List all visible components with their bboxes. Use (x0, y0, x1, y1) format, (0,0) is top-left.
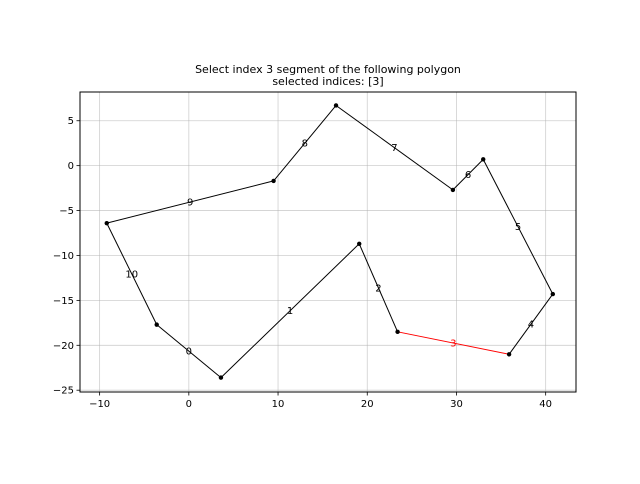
segment-label-0: 0 (186, 347, 192, 358)
polygon-segment-5 (482, 159, 554, 295)
y-tick-label: −10 (53, 251, 74, 262)
polygon-segment-7 (335, 105, 454, 191)
chart-subtitle: selected indices: [3] (272, 75, 383, 88)
polygon-segment-10 (106, 222, 158, 325)
plot-area-frame (79, 91, 577, 393)
segment-label-10: 10 (125, 269, 138, 280)
segment-label-8: 8 (302, 139, 308, 150)
axis-ticks: −10 0 10 20 30 40−25−20−15−10−505 (53, 116, 552, 410)
segment-label-4: 4 (528, 320, 534, 331)
chart-title: Select index 3 segment of the following … (195, 63, 461, 76)
grid-lines (80, 92, 576, 392)
polygon-vertex-0 (154, 322, 159, 327)
polygon-vertex-2 (357, 241, 362, 246)
polygon-segment-1 (220, 243, 360, 378)
polygon-vertex-7 (450, 187, 456, 193)
y-tick-label: −15 (53, 296, 74, 307)
polygon-segment-4 (508, 293, 554, 355)
x-tick-label: 20 (361, 399, 374, 410)
y-tick-label: −25 (53, 386, 74, 397)
segment-label-6: 6 (465, 170, 471, 181)
segment-label-7: 7 (391, 143, 397, 154)
polygon-vertex-1 (218, 375, 224, 380)
x-tick-label: 40 (539, 399, 552, 410)
polygon-vertex-5 (550, 291, 556, 297)
polygon-segment-2 (358, 243, 399, 333)
segment-label-9: 9 (187, 198, 193, 209)
x-tick-label: 30 (450, 399, 463, 410)
y-tick-label: −5 (59, 206, 74, 217)
polygon-vertex-4 (506, 352, 512, 357)
polygon-vertex-8 (333, 103, 339, 108)
y-tick-label: 5 (68, 116, 74, 127)
polygon-segment-6 (452, 159, 484, 191)
polygon-vertices (104, 103, 556, 380)
polygon-segment-8 (273, 105, 337, 182)
polygon-vertex-9 (271, 178, 276, 184)
segment-label-2: 2 (375, 283, 381, 294)
polygon-segment-3 (397, 331, 510, 355)
polygon-segments (106, 105, 554, 379)
y-tick-label: 0 (68, 161, 74, 172)
segment-label-5: 5 (515, 222, 521, 233)
polygon-vertex-10 (104, 220, 109, 226)
x-tick-label: 10 (272, 399, 285, 410)
segment-labels: 0 1 2 3 4 5 6 7 8 9 10 (125, 139, 534, 358)
x-tick-label: −10 (89, 399, 110, 410)
y-tick-label: −20 (53, 341, 74, 352)
polygon-segment-0 (156, 324, 222, 379)
segment-label-3: 3 (450, 339, 456, 350)
x-tick-label: 0 (186, 399, 192, 410)
polygon-vertex-3 (395, 329, 400, 335)
polygon-vertex-6 (481, 157, 486, 162)
polygon-segment-9 (106, 180, 274, 224)
segment-label-1: 1 (287, 306, 293, 317)
